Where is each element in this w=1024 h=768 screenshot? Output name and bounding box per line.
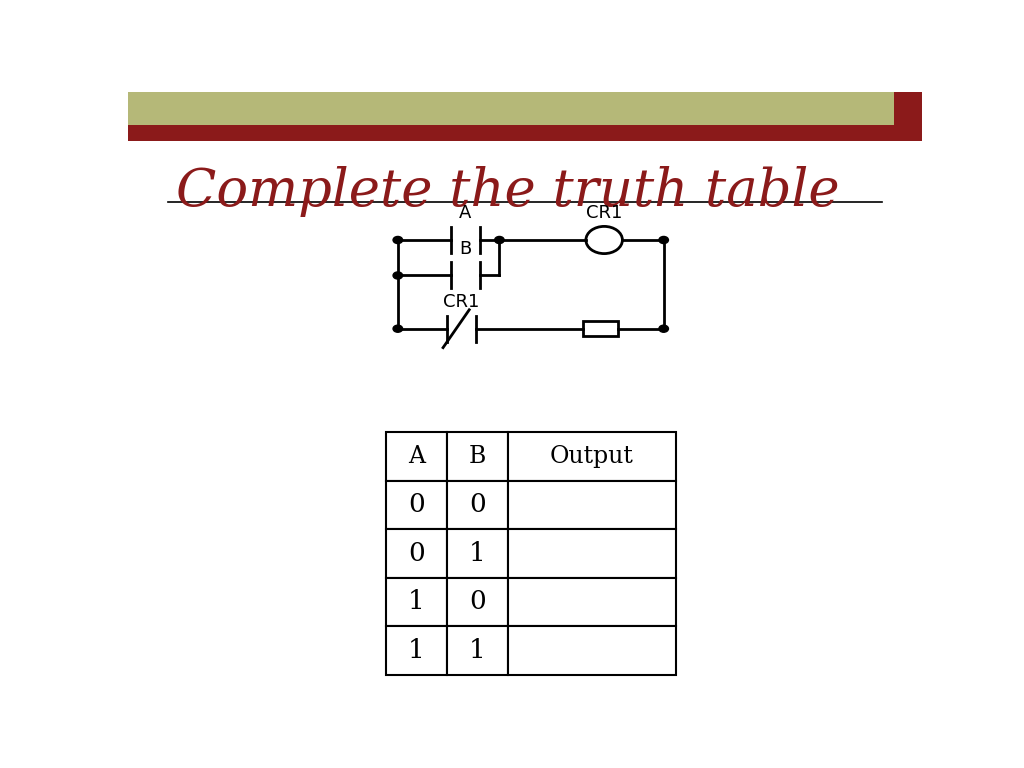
Text: 0: 0: [408, 492, 425, 518]
Text: 0: 0: [469, 589, 485, 614]
Text: 1: 1: [408, 589, 425, 614]
Bar: [386, 481, 446, 529]
Bar: [446, 529, 508, 578]
Circle shape: [393, 272, 402, 279]
Text: 0: 0: [408, 541, 425, 566]
Text: Complete the truth table: Complete the truth table: [176, 166, 840, 217]
Circle shape: [658, 325, 669, 333]
Circle shape: [393, 237, 402, 243]
Bar: [508, 578, 676, 626]
Text: CR1: CR1: [443, 293, 479, 311]
Bar: [128, 124, 922, 141]
Text: CR1: CR1: [586, 204, 623, 222]
Circle shape: [658, 237, 669, 243]
Text: B: B: [459, 240, 471, 258]
Text: 1: 1: [469, 638, 485, 663]
Bar: [446, 626, 508, 674]
Bar: [508, 626, 676, 674]
Text: 1: 1: [408, 638, 425, 663]
Bar: [446, 481, 508, 529]
Bar: [386, 529, 446, 578]
Text: 0: 0: [469, 492, 485, 518]
Text: Output: Output: [550, 445, 634, 468]
Bar: [446, 578, 508, 626]
Bar: [386, 578, 446, 626]
Circle shape: [495, 237, 504, 243]
Text: B: B: [468, 445, 485, 468]
Bar: [386, 432, 446, 481]
Circle shape: [393, 325, 402, 333]
Bar: [508, 432, 676, 481]
Bar: [446, 432, 508, 481]
Bar: [894, 92, 922, 124]
Bar: [583, 321, 617, 336]
Bar: [386, 626, 446, 674]
Bar: [508, 529, 676, 578]
Bar: [508, 481, 676, 529]
Text: A: A: [408, 445, 425, 468]
Bar: [128, 92, 922, 124]
Text: A: A: [459, 204, 471, 222]
Text: 1: 1: [469, 541, 485, 566]
